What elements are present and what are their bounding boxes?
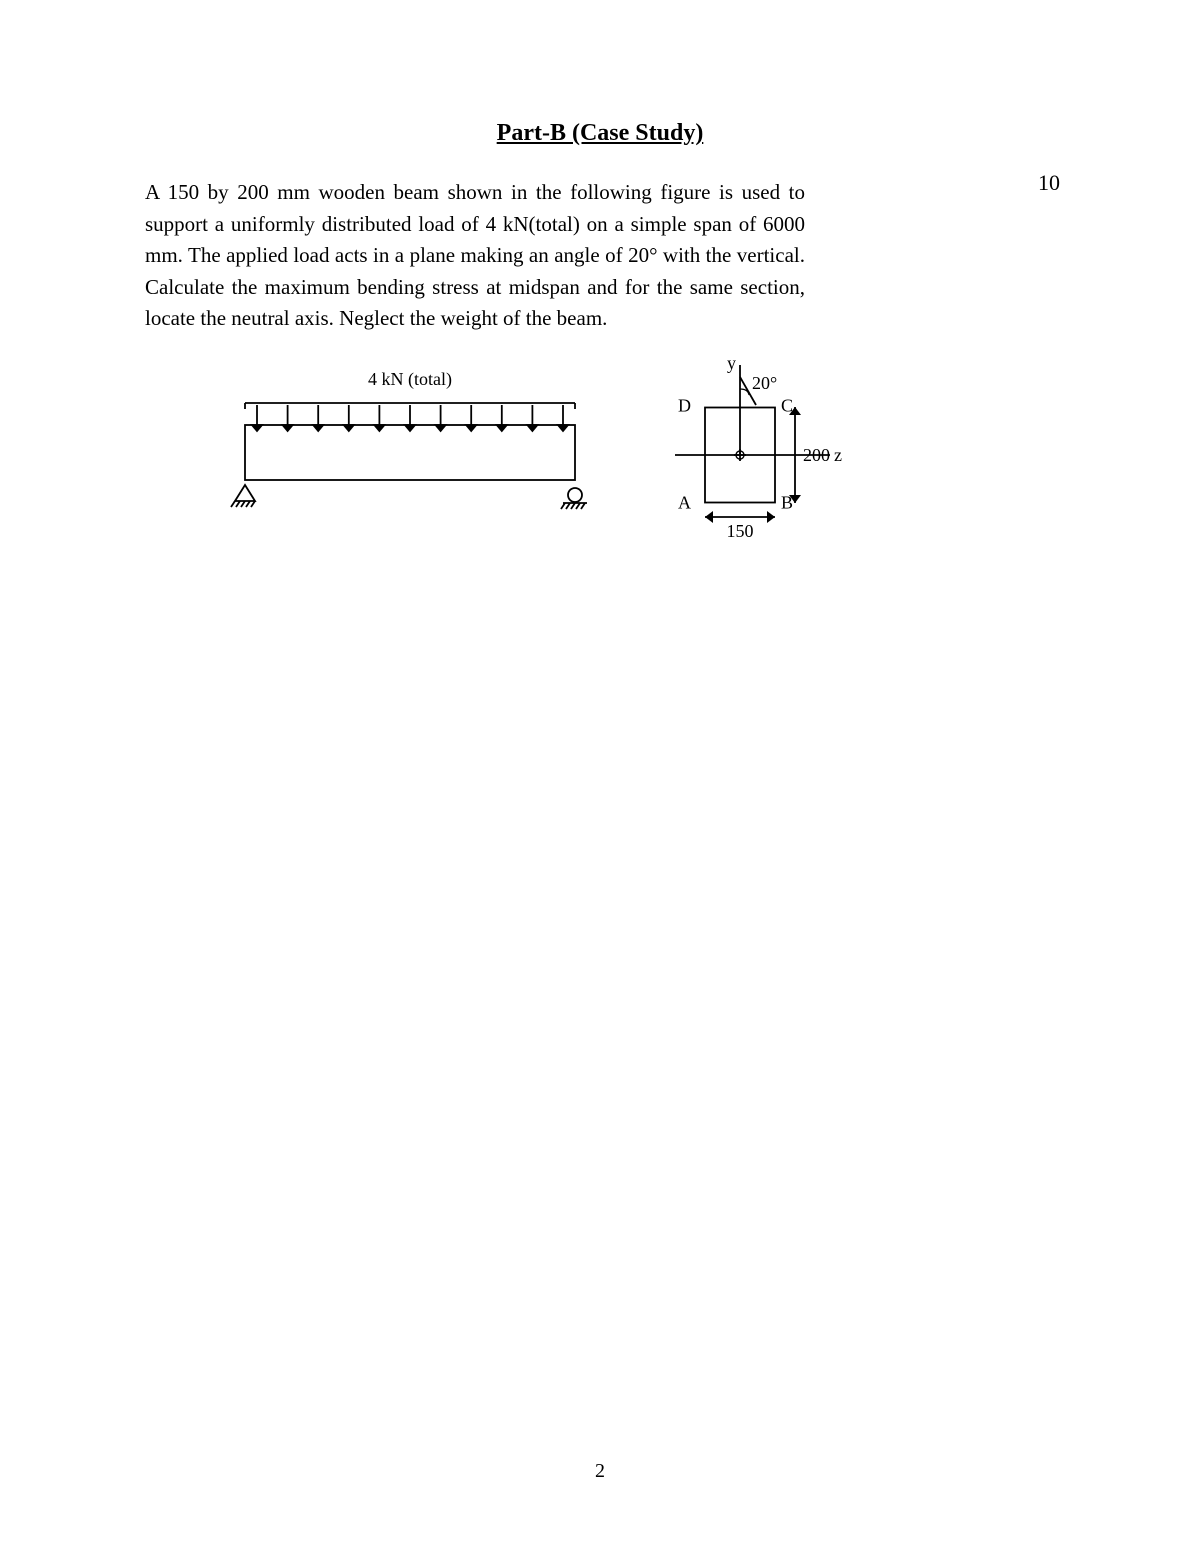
problem-statement: A 150 by 200 mm wooden beam shown in the… bbox=[145, 177, 805, 335]
beam-diagram: 4 kN (total) bbox=[215, 355, 605, 515]
svg-text:y: y bbox=[727, 355, 736, 373]
figure-row: 4 kN (total) zy20°ABCD200150 bbox=[215, 355, 1055, 545]
load-label: 4 kN (total) bbox=[368, 369, 452, 390]
page-number: 2 bbox=[0, 1460, 1200, 1483]
cross-section-diagram: zy20°ABCD200150 bbox=[645, 355, 855, 545]
svg-text:z: z bbox=[834, 445, 842, 465]
svg-text:200: 200 bbox=[803, 445, 830, 465]
svg-text:A: A bbox=[678, 492, 691, 512]
svg-text:150: 150 bbox=[727, 521, 754, 541]
svg-text:20°: 20° bbox=[752, 373, 777, 393]
section-title: Part-B (Case Study) bbox=[145, 120, 1055, 147]
marks-label: 10 bbox=[1038, 170, 1060, 196]
svg-text:D: D bbox=[678, 395, 691, 415]
